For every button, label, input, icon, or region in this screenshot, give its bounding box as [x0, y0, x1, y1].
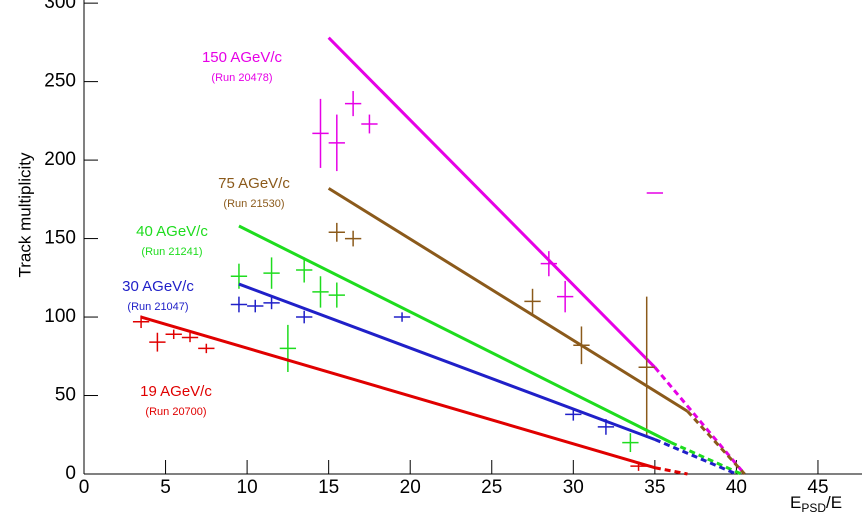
series-run: (Run 21047) [127, 301, 188, 313]
series-run: (Run 21241) [141, 246, 202, 258]
x-tick-label: 40 [726, 477, 747, 498]
y-tick-label: 100 [44, 306, 76, 327]
fit-extrapolation [686, 410, 746, 476]
y-tick-label: 300 [44, 0, 76, 13]
x-tick-label: 0 [79, 477, 90, 498]
y-tick-label: 50 [55, 385, 76, 406]
y-axis-label: Track multiplicity [15, 152, 34, 277]
y-tick-label: 0 [65, 463, 76, 484]
series-label: 19 AGeV/c [140, 383, 212, 400]
series-label: 40 AGeV/c [136, 223, 208, 240]
x-axis-label-main: E [790, 493, 801, 512]
x-tick-label: 30 [563, 477, 584, 498]
y-tick-label: 200 [44, 149, 76, 170]
y-tick-label: 250 [44, 71, 76, 92]
y-tick-label: 150 [44, 228, 76, 249]
fit-extrapolation [654, 438, 737, 476]
fit-line [140, 315, 656, 470]
series-run: (Run 20478) [211, 72, 272, 84]
x-tick-label: 45 [807, 477, 828, 498]
series-label: 150 AGeV/c [202, 49, 283, 66]
fit-line [238, 282, 656, 441]
series-label: 75 AGeV/c [218, 175, 290, 192]
x-tick-label: 20 [400, 477, 421, 498]
x-tick-label: 5 [160, 477, 171, 498]
fit-line [327, 36, 656, 369]
x-axis-label-sub: PSD [801, 501, 826, 515]
fit-line [238, 224, 672, 444]
fit-extrapolation [654, 466, 688, 476]
x-axis-label-tail: /E [826, 493, 842, 512]
series-run: (Run 20700) [145, 406, 206, 418]
fit-extrapolation [653, 366, 746, 475]
x-axis-label: EPSD/E [790, 493, 842, 515]
x-tick-label: 35 [644, 477, 665, 498]
fit-line [327, 187, 689, 413]
x-tick-label: 25 [481, 477, 502, 498]
fit-extrapolation [670, 441, 742, 476]
x-tick-label: 10 [237, 477, 258, 498]
series-label: 30 AGeV/c [122, 278, 194, 295]
series-run: (Run 21530) [223, 198, 284, 210]
x-tick-label: 15 [318, 477, 339, 498]
